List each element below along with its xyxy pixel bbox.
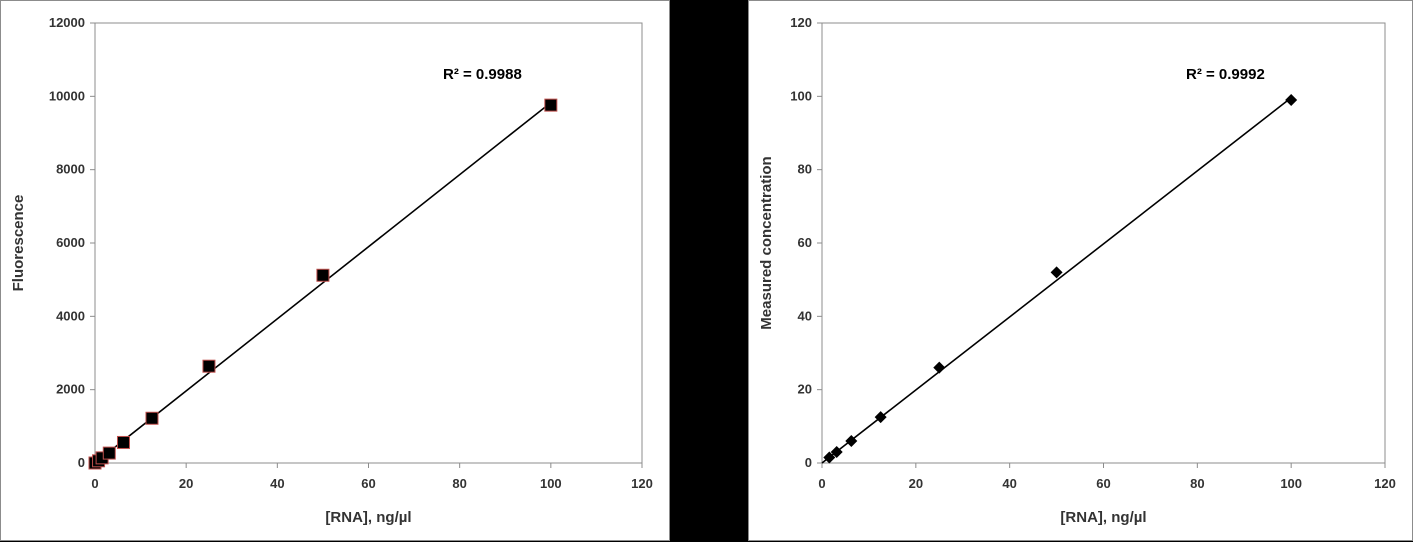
y-tick-label: 20 xyxy=(798,382,812,397)
data-point xyxy=(116,435,130,449)
x-axis-title: [RNA], ng/µl xyxy=(325,509,411,526)
data-point xyxy=(145,411,159,425)
data-point xyxy=(1050,266,1063,279)
data-point xyxy=(874,411,887,424)
x-tick-label: 80 xyxy=(1190,476,1204,491)
y-tick-label: 2000 xyxy=(56,382,85,397)
y-tick-label: 10000 xyxy=(49,88,85,103)
measured-concentration-chart: 0 20 40 60 80 100 120 0 20 40 60 80 100 120 [RNA], ng/… xyxy=(758,15,1396,526)
y-tick-label: 100 xyxy=(790,88,812,103)
x-tick-label: 60 xyxy=(1096,476,1110,491)
data-point xyxy=(933,361,946,374)
r-squared-label: R² = 0.9992 xyxy=(1186,66,1265,83)
y-tick-label: 80 xyxy=(798,162,812,177)
data-point xyxy=(1285,94,1298,106)
x-tick-label: 60 xyxy=(361,476,375,491)
x-tick-label: 40 xyxy=(1002,476,1016,491)
data-point xyxy=(102,446,116,460)
y-tick-label: 0 xyxy=(78,455,85,470)
y-tick-label: 4000 xyxy=(56,308,85,323)
y-tick-label: 120 xyxy=(790,15,812,30)
r-squared-label: R² = 0.9988 xyxy=(443,66,522,83)
x-tick-label: 40 xyxy=(270,476,284,491)
y-tick-label: 40 xyxy=(798,308,812,323)
x-tick-label: 100 xyxy=(1280,476,1302,491)
x-tick-label: 0 xyxy=(91,476,98,491)
y-tick-label: 0 xyxy=(805,455,812,470)
x-tick-label: 20 xyxy=(179,476,193,491)
trendline xyxy=(94,101,552,464)
x-tick-label: 100 xyxy=(540,476,562,491)
plot-area xyxy=(94,22,643,464)
x-tick-label: 20 xyxy=(909,476,923,491)
y-tick-label: 12000 xyxy=(49,15,85,30)
data-point xyxy=(845,435,858,447)
y-axis-title: Measured concentration xyxy=(758,156,775,329)
chart-panel-measured-concentration: 0 20 40 60 80 100 120 0 20 40 60 80 100 120 [RNA], ng/… xyxy=(748,0,1413,541)
y-tick-label: 8000 xyxy=(56,162,85,177)
x-tick-label: 0 xyxy=(818,476,825,491)
chart-panel-fluorescence: 0 2000 4000 6000 8000 10000 12000 0 20 40 60 80 100 1… xyxy=(0,0,670,541)
data-point xyxy=(544,98,558,112)
data-point xyxy=(202,359,216,373)
x-tick-label: 80 xyxy=(452,476,466,491)
data-point xyxy=(823,451,836,464)
x-axis-title: [RNA], ng/µl xyxy=(1060,509,1146,526)
y-tick-label: 6000 xyxy=(56,235,85,250)
x-tick-label: 120 xyxy=(1374,476,1396,491)
y-tick-label: 60 xyxy=(798,235,812,250)
data-point xyxy=(830,446,843,458)
y-axis-title: Fluorescence xyxy=(10,195,27,292)
trendline xyxy=(821,97,1292,464)
data-point xyxy=(316,268,330,282)
fluorescence-chart: 0 2000 4000 6000 8000 10000 12000 0 20 40 60 80 100 1… xyxy=(10,15,653,526)
x-tick-label: 120 xyxy=(631,476,653,491)
